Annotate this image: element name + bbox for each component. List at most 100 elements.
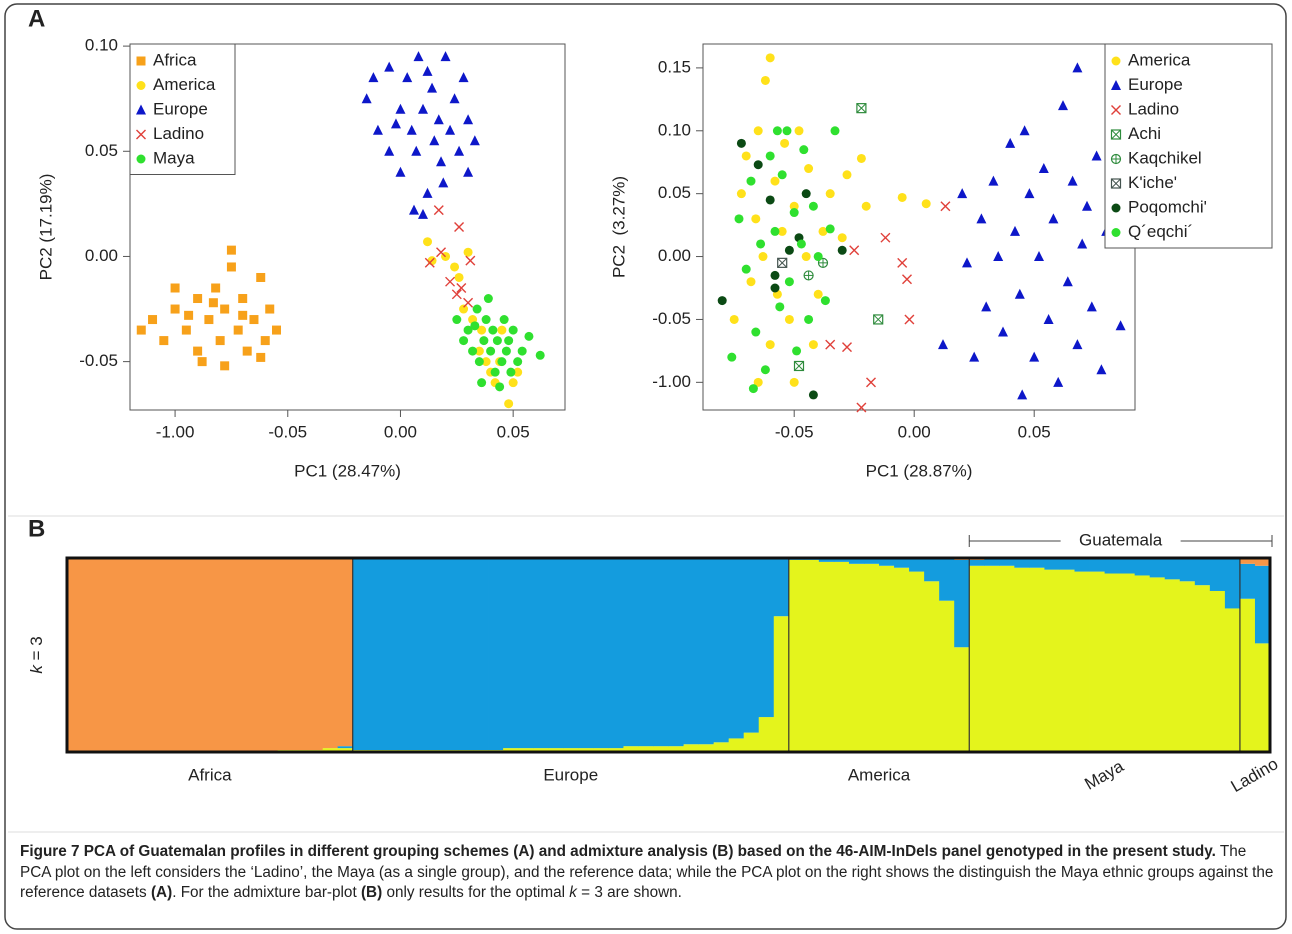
marker-part xyxy=(897,257,908,268)
marker-part xyxy=(384,61,395,72)
marker-part xyxy=(981,301,992,312)
admixture-segment xyxy=(352,558,369,751)
marker-part xyxy=(170,304,180,314)
point xyxy=(524,331,534,341)
point xyxy=(756,239,766,249)
admixture-segment xyxy=(1164,558,1181,580)
point xyxy=(454,272,464,282)
point xyxy=(873,314,884,325)
marker-part xyxy=(808,390,818,400)
marker-part xyxy=(454,272,464,282)
admixture-segment xyxy=(653,558,669,747)
point xyxy=(789,377,799,387)
marker-part xyxy=(184,310,194,320)
point xyxy=(760,365,770,375)
admixture-segment xyxy=(593,558,609,749)
admixture-segment xyxy=(833,558,850,562)
marker-part xyxy=(770,270,780,280)
point xyxy=(856,153,866,163)
marker-part xyxy=(256,272,266,282)
marker-part xyxy=(825,224,835,234)
marker-part xyxy=(794,126,804,136)
marker-part xyxy=(880,232,891,243)
admixture-segment xyxy=(668,746,684,752)
point xyxy=(803,270,814,281)
admixture-segment xyxy=(518,558,534,749)
y-tick-label: 0.00 xyxy=(85,246,118,265)
caption-var: k xyxy=(569,884,577,901)
point xyxy=(981,301,992,312)
admixture-segment xyxy=(578,558,594,749)
point xyxy=(506,367,516,377)
admixture-segment xyxy=(638,558,654,747)
marker-part xyxy=(765,195,775,205)
marker-part xyxy=(272,325,282,335)
point xyxy=(204,315,214,325)
point xyxy=(256,272,266,282)
marker-part xyxy=(1091,150,1102,161)
admixture-segment xyxy=(1104,573,1121,752)
admixture-segment xyxy=(187,558,203,752)
marker-part xyxy=(1024,188,1035,199)
point xyxy=(1038,163,1049,174)
point xyxy=(962,257,972,268)
admixture-segment xyxy=(848,563,865,752)
point xyxy=(450,262,460,272)
point xyxy=(513,357,523,367)
marker-part xyxy=(249,315,259,325)
admixture-segment xyxy=(1224,558,1241,609)
admixture-segment xyxy=(1074,558,1090,572)
legend-marker xyxy=(1111,105,1121,115)
admixture-segment xyxy=(563,748,579,752)
point xyxy=(1072,339,1083,350)
point xyxy=(940,201,951,212)
admixture-segment xyxy=(247,558,263,752)
admixture-segment xyxy=(608,748,624,752)
admixture-segment xyxy=(894,558,910,568)
point xyxy=(753,377,763,387)
point xyxy=(1077,238,1088,249)
point xyxy=(817,257,829,268)
marker-part xyxy=(265,304,275,314)
point xyxy=(842,342,852,353)
marker-part xyxy=(751,214,761,224)
point xyxy=(782,126,792,136)
caption-ref: (A) xyxy=(150,884,173,901)
legend-label: Poqomchi' xyxy=(1128,197,1207,216)
point xyxy=(746,277,756,287)
admixture-segment xyxy=(999,558,1015,566)
marker-part xyxy=(449,93,460,104)
point xyxy=(784,314,794,324)
marker-part xyxy=(789,377,799,387)
marker-part xyxy=(753,160,763,170)
point xyxy=(734,214,744,224)
admixture-segment xyxy=(97,558,113,752)
admixture-segment xyxy=(593,748,609,752)
point xyxy=(463,325,473,335)
point xyxy=(408,204,419,215)
admixture-segment xyxy=(954,647,970,752)
marker-part xyxy=(808,340,818,350)
marker-part xyxy=(193,294,203,304)
admixture-segment xyxy=(488,558,504,751)
admixture-segment xyxy=(879,565,895,752)
point xyxy=(866,377,876,388)
legend-marker xyxy=(1111,56,1121,66)
point xyxy=(780,138,790,148)
point xyxy=(777,170,787,180)
admixture-segment xyxy=(999,565,1015,752)
marker-part xyxy=(456,283,467,293)
point xyxy=(808,340,818,350)
point xyxy=(497,357,507,367)
admixture-segment xyxy=(172,558,188,752)
legend-label: Maya xyxy=(153,148,195,167)
point xyxy=(499,315,509,325)
marker-part xyxy=(873,314,884,325)
marker-part xyxy=(842,342,852,353)
point xyxy=(1096,364,1107,375)
marker-part xyxy=(1111,80,1121,90)
point xyxy=(1034,251,1044,262)
point xyxy=(238,310,248,320)
point xyxy=(456,283,467,293)
marker-part xyxy=(897,192,907,202)
